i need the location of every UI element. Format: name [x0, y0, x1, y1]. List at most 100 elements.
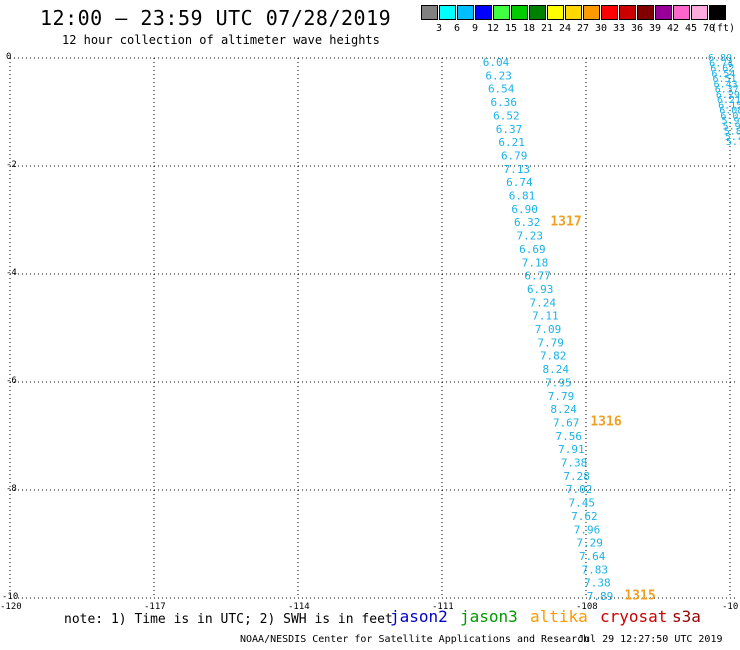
legend-label: 24	[558, 23, 572, 34]
legend-swatch	[547, 5, 564, 20]
wave-height-label: 7.29	[576, 537, 603, 550]
map-title: 12:00 — 23:59 UTC 07/28/2019	[40, 6, 392, 30]
wave-height-label: 7.24	[530, 296, 557, 309]
wave-height-label: 5.98	[721, 116, 740, 127]
wave-height-label: 6.36	[491, 96, 518, 109]
wave-height-label: 6.32	[514, 216, 541, 229]
legend-swatch	[475, 5, 492, 20]
wave-height-label: 6.29	[716, 90, 740, 101]
x-tick-label: -120	[0, 602, 22, 612]
wave-height-label: 6.43	[714, 79, 738, 90]
legend-swatch	[601, 5, 618, 20]
map-subtitle: 12 hour collection of altimeter wave hei…	[62, 33, 380, 47]
legend-label: 18	[522, 23, 536, 34]
x-tick-label: -114	[288, 602, 310, 612]
wave-height-label: 6.90	[511, 203, 538, 216]
wave-height-label: 6.23	[485, 69, 512, 82]
satellite-jason2-label: jason2	[390, 607, 448, 626]
legend-swatch	[439, 5, 456, 20]
wave-height-label: 6.51	[712, 74, 736, 85]
wave-height-label: 6.21	[498, 136, 525, 149]
legend-swatch	[529, 5, 546, 20]
wave-height-label: 6.15	[718, 100, 740, 111]
legend-swatch	[619, 5, 636, 20]
x-tick-label: -108	[576, 602, 598, 612]
wave-height-label: 7.82	[540, 350, 567, 363]
legend-label: 36	[630, 23, 644, 34]
units-note: note: 1) Time is in UTC; 2) SWH is in fe…	[64, 612, 393, 627]
satellite-s3a-label: s3a	[672, 607, 701, 626]
legend-unit: (ft)	[711, 23, 736, 34]
wave-height-label: 6.62	[710, 64, 734, 75]
legend-label: 70	[702, 23, 716, 34]
wave-height-label: 6.04	[483, 56, 510, 69]
wave-height-label: 7.28	[563, 470, 590, 483]
wave-height-label: 6.69	[519, 243, 546, 256]
legend-label: 30	[594, 23, 608, 34]
legend-label: 33	[612, 23, 626, 34]
legend-swatch	[655, 5, 672, 20]
wave-height-label: 7.38	[584, 577, 611, 590]
legend-label: 21	[540, 23, 554, 34]
wave-height-label: 5.91	[723, 121, 740, 132]
wave-height-label: 6.74	[709, 58, 733, 69]
wave-height-label: 7.96	[574, 523, 601, 536]
x-tick-label: -117	[144, 602, 166, 612]
wave-height-label: 7.79	[537, 336, 564, 349]
legend-label: 3	[435, 23, 443, 34]
y-tick-label: -8	[6, 484, 17, 494]
legend-swatch	[565, 5, 582, 20]
wave-height-label: 7.11	[532, 310, 559, 323]
satellite-jason3-label: jason3	[460, 607, 518, 626]
legend-label: 45	[684, 23, 698, 34]
wave-height-label: 6.93	[527, 283, 554, 296]
legend-swatch	[493, 5, 510, 20]
legend-label: 9	[471, 23, 479, 34]
wave-height-label: 7.67	[553, 416, 580, 429]
wave-height-label: 6.74	[506, 176, 533, 189]
wave-height-label: 6.37	[715, 85, 739, 96]
wave-height-label: 6.79	[501, 149, 528, 162]
legend-label: 15	[504, 23, 518, 34]
wave-height-label: 8.24	[543, 363, 570, 376]
wave-height-label: 7.23	[517, 230, 544, 243]
wave-height-label: 6.80	[708, 53, 732, 64]
wave-height-label: 7.02	[566, 483, 593, 496]
wave-height-label: 7.79	[548, 390, 575, 403]
wave-height-label: 5.77	[725, 132, 740, 143]
satellite-altika-label: altika	[530, 607, 588, 626]
legend-swatch	[673, 5, 690, 20]
generated-timestamp: Jul 29 12:27:50 UTC 2019	[578, 634, 723, 645]
wave-height-label: 6.52	[493, 109, 520, 122]
y-tick-label: -2	[6, 160, 17, 170]
wave-height-label: 6.08	[719, 106, 740, 117]
x-tick-label: -111	[432, 602, 454, 612]
wave-height-label: 7.95	[545, 376, 572, 389]
wave-height-label: 6.37	[496, 123, 523, 136]
legend-label: 12	[486, 23, 500, 34]
wave-height-label: 5.72	[726, 137, 740, 148]
legend-swatch	[691, 5, 708, 20]
legend-label: 39	[648, 23, 662, 34]
wave-height-label: 6.54	[711, 69, 735, 80]
credit-text: NOAA/NESDIS Center for Satellite Applica…	[240, 634, 590, 645]
y-tick-label: -4	[6, 268, 17, 278]
wave-height-label: 7.13	[504, 163, 531, 176]
legend-swatch	[709, 5, 726, 20]
wave-height-label: 5.84	[724, 127, 740, 138]
wave-height-label: 7.18	[522, 256, 549, 269]
legend-swatch	[583, 5, 600, 20]
wave-height-label: 7.83	[582, 563, 609, 576]
wave-height-label: 7.89	[587, 590, 614, 603]
time-label: 1316	[590, 415, 621, 430]
y-tick-label: 0	[6, 52, 12, 62]
satellite-cryosat-label: cryosat	[600, 607, 668, 626]
legend-swatch	[457, 5, 474, 20]
wave-height-label: 7.64	[579, 550, 606, 563]
wave-height-label: 6.21	[717, 95, 740, 106]
wave-height-label: 6.54	[488, 83, 515, 96]
legend-label: 6	[453, 23, 461, 34]
wave-height-label: 6.02	[720, 111, 740, 122]
wave-height-label: 7.09	[535, 323, 562, 336]
